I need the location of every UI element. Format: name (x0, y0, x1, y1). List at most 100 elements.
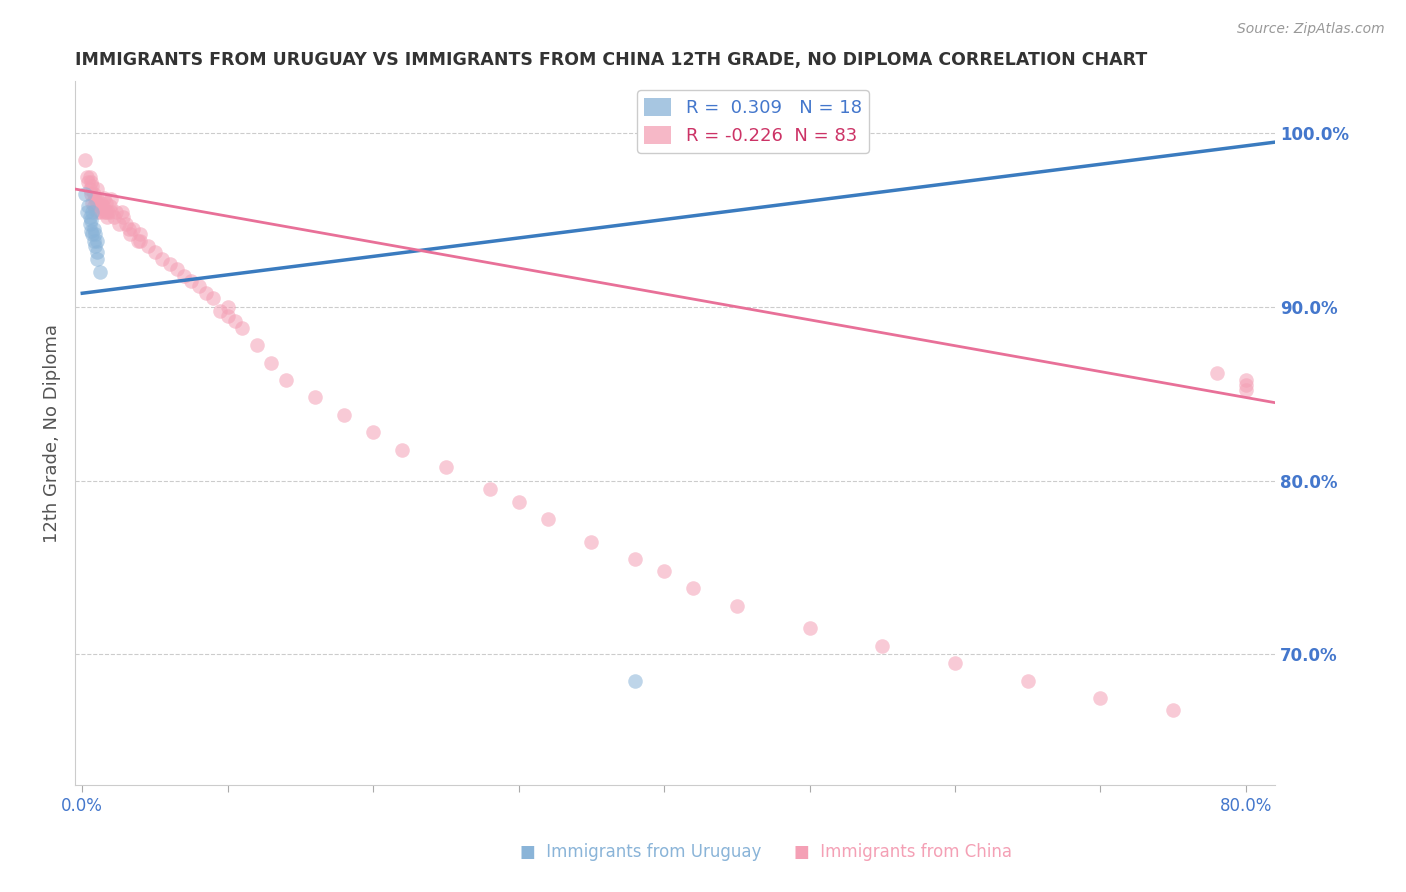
Point (304, 391, 326, 405)
Point (122, 222, 145, 236)
Point (89, 204, 111, 219)
Point (104, 204, 127, 219)
Point (361, 425, 384, 440)
Point (90, 195, 112, 210)
Point (89, 265, 111, 279)
Point (80, 213, 103, 227)
Point (260, 356, 283, 370)
Point (150, 252, 173, 266)
Point (180, 274, 202, 288)
Point (80, 224, 103, 238)
Point (86, 182, 108, 196)
Point (434, 459, 457, 474)
Point (246, 338, 269, 352)
Point (94, 195, 117, 210)
Point (143, 244, 166, 259)
Point (80, 175, 103, 189)
Point (79, 217, 101, 231)
Point (274, 373, 297, 387)
Point (209, 303, 232, 318)
Point (94, 204, 117, 219)
Point (82, 227, 104, 242)
Point (136, 239, 159, 253)
Point (581, 534, 603, 549)
Text: Source: ZipAtlas.com: Source: ZipAtlas.com (1237, 22, 1385, 37)
Point (1017, 673, 1039, 688)
Point (103, 210, 125, 224)
Point (86, 244, 108, 259)
Point (682, 582, 704, 596)
Point (93, 191, 115, 205)
Point (76, 204, 98, 219)
Point (82, 195, 104, 210)
Point (120, 227, 142, 242)
Point (870, 639, 893, 653)
Point (98, 199, 121, 213)
Point (79, 210, 101, 224)
Point (217, 300, 239, 314)
Point (83, 199, 105, 213)
Point (115, 217, 138, 231)
Point (79, 169, 101, 184)
Point (82, 204, 104, 219)
Point (478, 483, 501, 497)
Point (83, 187, 105, 202)
Point (82, 178, 104, 193)
Text: ■  Immigrants from China: ■ Immigrants from China (794, 843, 1012, 861)
Point (129, 234, 152, 248)
Point (1161, 703, 1184, 717)
Point (202, 292, 225, 306)
Point (508, 494, 530, 508)
Text: ■  Immigrants from Uruguay: ■ Immigrants from Uruguay (520, 843, 762, 861)
Point (1234, 373, 1257, 387)
Point (231, 321, 253, 335)
Point (91, 199, 114, 213)
Point (333, 408, 356, 422)
Point (100, 204, 122, 219)
Point (79, 182, 101, 196)
Point (1090, 690, 1112, 705)
Point (86, 252, 108, 266)
Point (83, 222, 105, 236)
Point (77, 199, 100, 213)
Y-axis label: 12th Grade, No Diploma: 12th Grade, No Diploma (44, 324, 60, 542)
Point (127, 234, 149, 248)
Point (77, 175, 100, 189)
Point (1234, 384, 1257, 398)
Legend: R =  0.309   N = 18, R = -0.226  N = 83: R = 0.309 N = 18, R = -0.226 N = 83 (637, 90, 869, 153)
Point (93, 204, 115, 219)
Point (80, 187, 103, 202)
Point (84, 202, 107, 217)
Point (118, 222, 141, 236)
Point (97, 204, 120, 219)
Point (129, 227, 152, 242)
Point (111, 210, 134, 224)
Text: IMMIGRANTS FROM URUGUAY VS IMMIGRANTS FROM CHINA 12TH GRADE, NO DIPLOMA CORRELAT: IMMIGRANTS FROM URUGUAY VS IMMIGRANTS FR… (75, 51, 1147, 69)
Point (187, 279, 209, 293)
Point (224, 314, 246, 328)
Point (537, 512, 560, 526)
Point (173, 268, 195, 283)
Point (943, 656, 966, 670)
Point (1234, 378, 1257, 392)
Point (1205, 366, 1227, 380)
Point (86, 234, 108, 248)
Point (391, 442, 413, 457)
Point (194, 286, 217, 301)
Point (166, 261, 188, 276)
Point (652, 564, 675, 578)
Point (84, 239, 107, 253)
Point (624, 552, 647, 566)
Point (159, 257, 181, 271)
Point (86, 193, 108, 207)
Point (107, 217, 129, 231)
Point (110, 204, 132, 219)
Point (84, 193, 107, 207)
Point (725, 599, 748, 613)
Point (76, 169, 98, 184)
Point (96, 210, 118, 224)
Point (84, 227, 107, 242)
Point (86, 204, 108, 219)
Point (100, 193, 122, 207)
Point (83, 234, 105, 248)
